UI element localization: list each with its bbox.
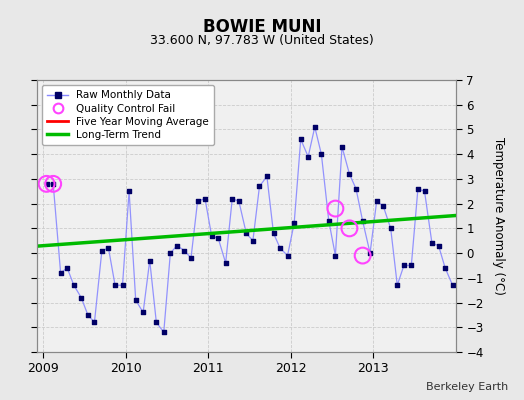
Point <box>304 154 312 160</box>
Point <box>84 312 92 318</box>
Point <box>311 124 319 130</box>
Point <box>132 297 140 303</box>
Point <box>297 136 305 142</box>
Point <box>449 282 457 288</box>
Point <box>331 205 340 212</box>
Text: Berkeley Earth: Berkeley Earth <box>426 382 508 392</box>
Point <box>420 188 429 194</box>
Legend: Raw Monthly Data, Quality Control Fail, Five Year Moving Average, Long-Term Tren: Raw Monthly Data, Quality Control Fail, … <box>42 85 214 145</box>
Point <box>201 196 209 202</box>
Point <box>249 238 257 244</box>
Point <box>345 225 354 232</box>
Point <box>358 252 367 259</box>
Point <box>373 198 381 204</box>
Point <box>338 144 346 150</box>
Point <box>125 188 133 194</box>
Point <box>214 235 222 242</box>
Point <box>235 198 243 204</box>
Point <box>104 245 113 251</box>
Point <box>57 270 65 276</box>
Y-axis label: Temperature Anomaly (°C): Temperature Anomaly (°C) <box>492 137 505 295</box>
Point <box>387 225 395 232</box>
Point <box>139 309 147 316</box>
Point <box>152 319 160 326</box>
Point <box>366 250 374 256</box>
Point <box>345 171 354 177</box>
Point <box>111 282 119 288</box>
Point <box>42 181 51 187</box>
Point <box>146 257 154 264</box>
Point <box>118 282 127 288</box>
Text: 33.600 N, 97.783 W (United States): 33.600 N, 97.783 W (United States) <box>150 34 374 47</box>
Point <box>187 255 195 261</box>
Point <box>324 218 333 224</box>
Point <box>317 151 325 157</box>
Point <box>276 245 285 251</box>
Point <box>90 319 99 326</box>
Point <box>70 282 78 288</box>
Point <box>173 242 181 249</box>
Point <box>77 294 85 301</box>
Point <box>358 218 367 224</box>
Point <box>222 260 230 266</box>
Point <box>242 230 250 236</box>
Point <box>269 230 278 236</box>
Point <box>352 186 360 192</box>
Point <box>400 262 408 269</box>
Point <box>193 198 202 204</box>
Text: BOWIE MUNI: BOWIE MUNI <box>203 18 321 36</box>
Point <box>428 240 436 246</box>
Point <box>393 282 401 288</box>
Point <box>441 265 450 271</box>
Point <box>228 196 236 202</box>
Point <box>283 252 292 259</box>
Point <box>160 329 168 336</box>
Point <box>49 181 57 187</box>
Point <box>97 248 106 254</box>
Point <box>331 252 340 259</box>
Point <box>414 186 422 192</box>
Point <box>166 250 174 256</box>
Point <box>434 242 443 249</box>
Point <box>208 232 216 239</box>
Point <box>180 248 189 254</box>
Point <box>290 220 298 227</box>
Point <box>407 262 416 269</box>
Point <box>255 183 264 190</box>
Point <box>379 203 387 209</box>
Point <box>42 181 51 187</box>
Point <box>63 265 71 271</box>
Point <box>263 173 271 180</box>
Point <box>49 181 57 187</box>
